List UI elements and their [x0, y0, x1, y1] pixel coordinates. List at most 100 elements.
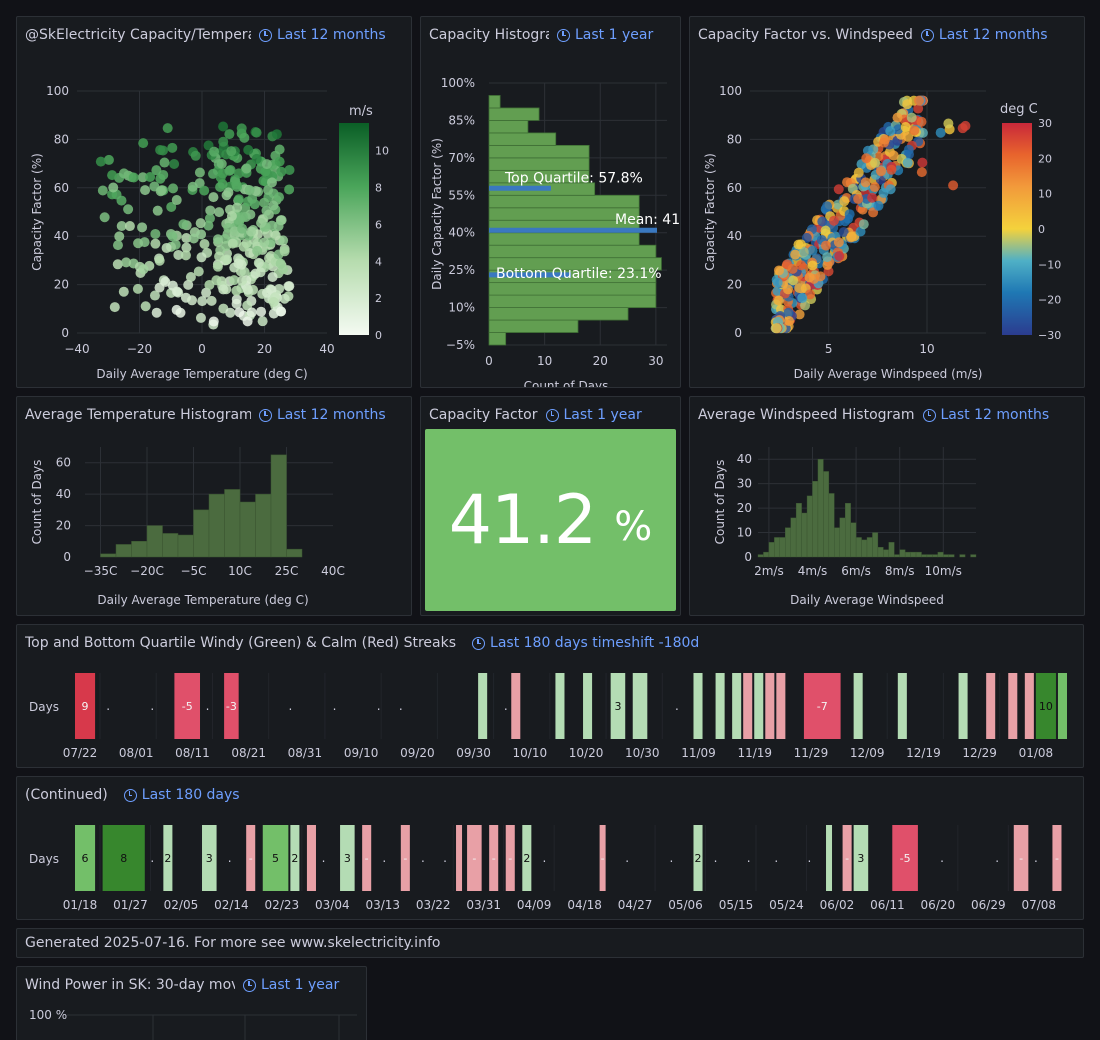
annotation-label: Mean: 41: [615, 212, 680, 228]
panel-header[interactable]: Capacity Histogram Last 1 year: [429, 25, 653, 45]
data-point: [103, 154, 114, 165]
data-point: [214, 251, 225, 262]
y-axis-label: Days: [29, 700, 59, 714]
zero-marker: .: [228, 851, 232, 865]
data-point: [948, 180, 959, 191]
streak-bar: [1024, 673, 1034, 739]
data-point: [242, 316, 253, 327]
data-point: [150, 228, 161, 239]
x-tick-label: 06/20: [921, 898, 956, 912]
x-axis-label: Daily Average Temperature (deg C): [96, 367, 307, 381]
time-range-link[interactable]: Last 180 days timeshift -180d: [472, 635, 699, 651]
data-point: [860, 177, 871, 188]
streak-label: 8: [120, 852, 127, 865]
streak-bar: [599, 825, 606, 891]
panel-header[interactable]: Average Temperature Histogram Last 12 mo…: [25, 405, 386, 425]
y-tick-label: 40: [54, 229, 69, 243]
data-point: [234, 307, 245, 318]
time-range-link[interactable]: Last 12 months: [259, 27, 386, 43]
histogram-bar: [115, 544, 132, 558]
data-point: [914, 95, 925, 106]
data-point: [118, 168, 129, 179]
histogram-bar: [757, 554, 764, 558]
data-point: [271, 129, 282, 140]
panel-title: Top and Bottom Quartile Windy (Green) & …: [25, 635, 457, 651]
data-point: [259, 197, 270, 208]
x-tick-label: 04/27: [618, 898, 653, 912]
data-point: [902, 157, 913, 168]
panel-header[interactable]: Capacity Factor Last 1 year: [429, 405, 642, 425]
histogram-bar: [488, 282, 657, 296]
x-tick-label: 0: [198, 342, 206, 356]
time-range-link[interactable]: Last 1 year: [243, 977, 339, 993]
panel-header[interactable]: Average Windspeed Histogram Last 12 mont…: [698, 405, 1049, 425]
histogram-bar: [488, 307, 629, 321]
streak-bar: [803, 673, 841, 739]
y-tick-label: 0: [61, 326, 69, 340]
panel-title: Average Temperature Histogram: [25, 407, 251, 423]
time-range-link[interactable]: Last 12 months: [259, 407, 386, 423]
data-point: [196, 252, 207, 263]
data-point: [917, 157, 928, 168]
data-point: [886, 164, 897, 175]
data-point: [229, 275, 240, 286]
stat-value-box: 41.2 %: [425, 429, 676, 611]
data-point: [214, 207, 225, 218]
data-point: [173, 249, 184, 260]
streak-label: -: [1055, 852, 1059, 865]
y-tick-label: 10: [737, 526, 752, 540]
time-range-link[interactable]: Last 1 year: [557, 27, 653, 43]
time-range-link[interactable]: Last 180 days: [123, 787, 240, 803]
data-point: [166, 201, 177, 212]
panel-header[interactable]: Wind Power in SK: 30-day moving average …: [25, 975, 339, 995]
data-point: [284, 164, 295, 175]
y-tick-label: 40: [737, 452, 752, 466]
wind-30day-chart: 100 %: [29, 1008, 357, 1040]
zero-marker: .: [675, 699, 679, 713]
x-tick-label: −40: [64, 342, 89, 356]
histogram-bar: [894, 554, 900, 558]
data-point: [216, 158, 227, 169]
data-point: [246, 307, 257, 318]
streak-label: -: [1019, 852, 1023, 865]
x-tick-label: 08/31: [288, 746, 323, 760]
clock-icon: [545, 408, 559, 422]
data-point: [231, 285, 242, 296]
data-point: [858, 219, 869, 230]
panel-header[interactable]: @SkElectricity Capacity/Temperature Last…: [25, 25, 386, 45]
data-point: [916, 167, 927, 178]
data-point: [261, 159, 272, 170]
data-point: [224, 129, 235, 140]
zero-marker: .: [940, 851, 944, 865]
streak-label: -: [508, 852, 512, 865]
x-tick-label: 11/19: [737, 746, 772, 760]
histogram-bar: [828, 493, 835, 558]
data-point: [222, 254, 233, 265]
streak-label: -3: [226, 700, 237, 713]
data-point: [798, 246, 809, 257]
time-range-link[interactable]: Last 12 months: [920, 27, 1048, 43]
y-tick-label: 60: [56, 456, 71, 470]
histogram-bar: [239, 501, 256, 558]
histogram-bar: [779, 537, 786, 558]
data-point: [109, 302, 120, 313]
histogram-bar: [812, 481, 819, 558]
panel-header[interactable]: Top and Bottom Quartile Windy (Green) & …: [25, 633, 699, 653]
data-point: [199, 185, 210, 196]
panel-header[interactable]: Capacity Factor vs. Windspeed Last 12 mo…: [698, 25, 1048, 45]
panel-header[interactable]: (Continued) Last 180 days: [25, 785, 240, 805]
data-point: [879, 134, 890, 145]
histogram-bar: [943, 554, 949, 558]
data-point: [257, 316, 268, 327]
data-point: [124, 221, 135, 232]
data-point: [283, 281, 294, 292]
panel-title: Wind Power in SK: 30-day moving average: [25, 977, 235, 993]
x-tick-label: 25C: [275, 564, 299, 578]
data-point: [773, 265, 784, 276]
time-range-link[interactable]: Last 12 months: [922, 407, 1049, 423]
x-tick-label: 03/04: [315, 898, 350, 912]
histogram-bar: [790, 517, 797, 558]
time-range-link[interactable]: Last 1 year: [545, 407, 642, 423]
x-tick-label: 03/13: [365, 898, 400, 912]
